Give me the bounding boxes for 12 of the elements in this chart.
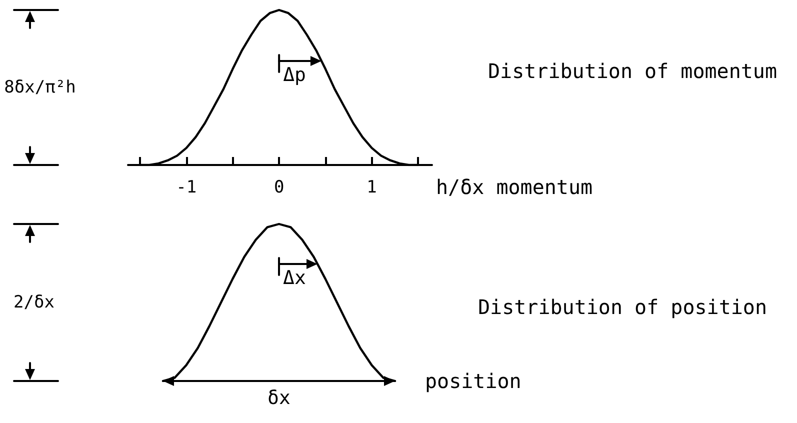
text: Distribution of position <box>478 295 767 319</box>
x-tick-label: -1 <box>176 178 197 198</box>
annotation: Δp <box>283 64 306 86</box>
x-tick-label: 1 <box>366 178 377 198</box>
text: Distribution of momentum <box>488 59 777 83</box>
text: 8δx/π²h <box>4 78 76 98</box>
x-axis-title: h/δx momentum <box>436 175 593 199</box>
text: 2/δx <box>14 292 54 312</box>
annotation: Δx <box>283 267 306 289</box>
text: δx <box>268 387 290 409</box>
x-axis-title: position <box>425 369 522 393</box>
x-tick-label: 0 <box>274 178 284 198</box>
